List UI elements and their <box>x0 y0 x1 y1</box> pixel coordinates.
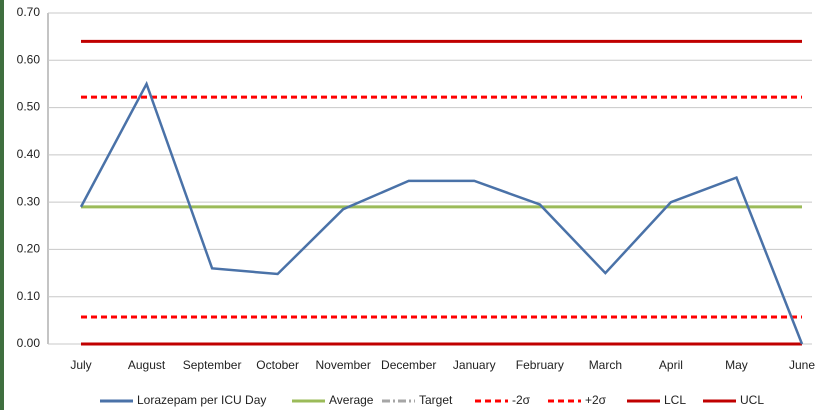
y-tick-label: 0.70 <box>17 5 41 19</box>
x-tick-label: June <box>789 358 815 372</box>
x-tick-label: July <box>70 358 91 372</box>
legend-label: UCL <box>740 393 764 407</box>
legend-label: Lorazepam per ICU Day <box>137 393 266 407</box>
legend-label: +2σ <box>585 393 607 407</box>
x-tick-label: February <box>516 358 564 372</box>
y-tick-label: 0.50 <box>17 100 41 114</box>
y-tick-label: 0.60 <box>17 52 41 66</box>
x-tick-label: January <box>453 358 496 372</box>
legend-label: Target <box>419 393 453 407</box>
x-tick-label: December <box>381 358 436 372</box>
y-tick-label: 0.10 <box>17 289 41 303</box>
y-tick-label: 0.00 <box>17 336 41 350</box>
x-tick-label: April <box>659 358 683 372</box>
x-tick-label: May <box>725 358 748 372</box>
x-tick-label: August <box>128 358 166 372</box>
y-tick-label: 0.30 <box>17 194 41 208</box>
x-tick-label: September <box>183 358 242 372</box>
y-tick-label: 0.20 <box>17 242 41 256</box>
legend-label: Average <box>329 393 374 407</box>
legend-label: -2σ <box>512 393 531 407</box>
x-tick-label: October <box>256 358 299 372</box>
legend-label: LCL <box>664 393 686 407</box>
x-tick-label: November <box>316 358 371 372</box>
frame-strip <box>0 0 4 410</box>
y-tick-label: 0.40 <box>17 147 41 161</box>
x-tick-label: March <box>589 358 622 372</box>
series-line <box>79 80 804 345</box>
